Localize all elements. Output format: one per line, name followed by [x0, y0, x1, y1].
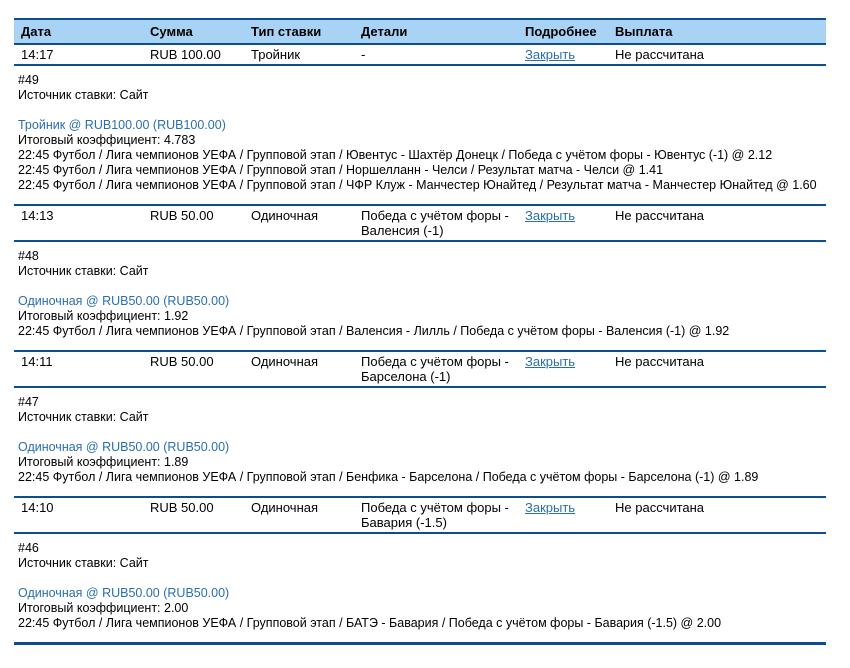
- bet-summary-link[interactable]: Одиночная @ RUB50.00 (RUB50.00): [18, 440, 230, 454]
- bet-selection: 22:45 Футбол / Лига чемпионов УЕФА / Гру…: [18, 178, 817, 192]
- column-header-details: Детали: [361, 24, 408, 39]
- bet-selection: 22:45 Футбол / Лига чемпионов УЕФА / Гру…: [18, 616, 722, 630]
- bet-row: 14:10 RUB 50.00 Одиночная Победа с учёто…: [14, 496, 826, 534]
- bet-row: 14:13 RUB 50.00 Одиночная Победа с учёто…: [14, 204, 826, 242]
- bet-time: 14:17: [21, 47, 54, 62]
- bet-selection: 22:45 Футбол / Лига чемпионов УЕФА / Гру…: [18, 148, 773, 162]
- bet-time: 14:10: [21, 500, 54, 515]
- bet-type: Одиночная: [251, 354, 319, 369]
- column-header-more: Подробнее: [525, 24, 597, 39]
- column-header-bet-type: Тип ставки: [251, 24, 322, 39]
- bet-amount: RUB 50.00: [150, 500, 214, 515]
- bet-details: Победа с учётом форы - Барселона (-1): [361, 354, 509, 384]
- spacer: [18, 103, 826, 118]
- bet-type: Тройник: [251, 47, 301, 62]
- bet-selection: 22:45 Футбол / Лига чемпионов УЕФА / Гру…: [18, 324, 730, 338]
- close-link[interactable]: Закрыть: [525, 47, 576, 62]
- bet-source: Источник ставки: Сайт: [18, 264, 149, 278]
- bet-time: 14:11: [21, 354, 53, 369]
- bet-summary-link[interactable]: Одиночная @ RUB50.00 (RUB50.00): [18, 586, 230, 600]
- table-bottom-divider: [14, 642, 826, 645]
- bet-payout: Не рассчитана: [615, 354, 705, 369]
- bet-details: Победа с учётом форы - Бавария (-1.5): [361, 500, 509, 530]
- bet-coefficient: Итоговый коэффициент: 1.89: [18, 455, 189, 469]
- bet-details: Победа с учётом форы - Валенсия (-1): [361, 208, 509, 238]
- close-link[interactable]: Закрыть: [525, 208, 576, 223]
- bet-detail-block: #49 Источник ставки: Сайт Тройник @ RUB1…: [14, 66, 826, 204]
- table-header-row: Дата Сумма Тип ставки Детали Подробнее В…: [14, 18, 826, 43]
- bet-payout: Не рассчитана: [615, 47, 705, 62]
- bet-coefficient: Итоговый коэффициент: 1.92: [18, 309, 189, 323]
- bet-amount: RUB 50.00: [150, 354, 214, 369]
- bet-detail-block: #46 Источник ставки: Сайт Одиночная @ RU…: [14, 534, 826, 642]
- bet-time: 14:13: [21, 208, 54, 223]
- bet-id: #48: [18, 249, 39, 263]
- bet-amount: RUB 100.00: [150, 47, 221, 62]
- bet-type: Одиночная: [251, 208, 319, 223]
- bet-selection: 22:45 Футбол / Лига чемпионов УЕФА / Гру…: [18, 163, 664, 177]
- spacer: [18, 279, 826, 294]
- bet-history-table: Дата Сумма Тип ставки Детали Подробнее В…: [14, 18, 826, 645]
- close-link[interactable]: Закрыть: [525, 354, 576, 369]
- bet-summary-link[interactable]: Одиночная @ RUB50.00 (RUB50.00): [18, 294, 230, 308]
- column-header-date: Дата: [21, 24, 52, 39]
- column-header-amount: Сумма: [150, 24, 193, 39]
- spacer: [18, 571, 826, 586]
- close-link[interactable]: Закрыть: [525, 500, 576, 515]
- bet-payout: Не рассчитана: [615, 208, 705, 223]
- bet-source: Источник ставки: Сайт: [18, 88, 149, 102]
- bet-detail-block: #48 Источник ставки: Сайт Одиночная @ RU…: [14, 242, 826, 350]
- bet-row: 14:11 RUB 50.00 Одиночная Победа с учёто…: [14, 350, 826, 388]
- bet-source: Источник ставки: Сайт: [18, 410, 149, 424]
- bet-details: -: [361, 47, 366, 62]
- bet-summary-link[interactable]: Тройник @ RUB100.00 (RUB100.00): [18, 118, 226, 132]
- bet-detail-block: #47 Источник ставки: Сайт Одиночная @ RU…: [14, 388, 826, 496]
- bet-id: #47: [18, 395, 39, 409]
- bet-id: #46: [18, 541, 39, 555]
- bet-coefficient: Итоговый коэффициент: 4.783: [18, 133, 196, 147]
- bet-coefficient: Итоговый коэффициент: 2.00: [18, 601, 189, 615]
- bet-id: #49: [18, 73, 39, 87]
- spacer: [18, 425, 826, 440]
- bet-payout: Не рассчитана: [615, 500, 705, 515]
- bet-amount: RUB 50.00: [150, 208, 214, 223]
- bet-row: 14:17 RUB 100.00 Тройник - Закрыть Не ра…: [14, 43, 826, 66]
- bet-source: Источник ставки: Сайт: [18, 556, 149, 570]
- bet-selection: 22:45 Футбол / Лига чемпионов УЕФА / Гру…: [18, 470, 759, 484]
- column-header-payout: Выплата: [615, 24, 673, 39]
- bet-type: Одиночная: [251, 500, 319, 515]
